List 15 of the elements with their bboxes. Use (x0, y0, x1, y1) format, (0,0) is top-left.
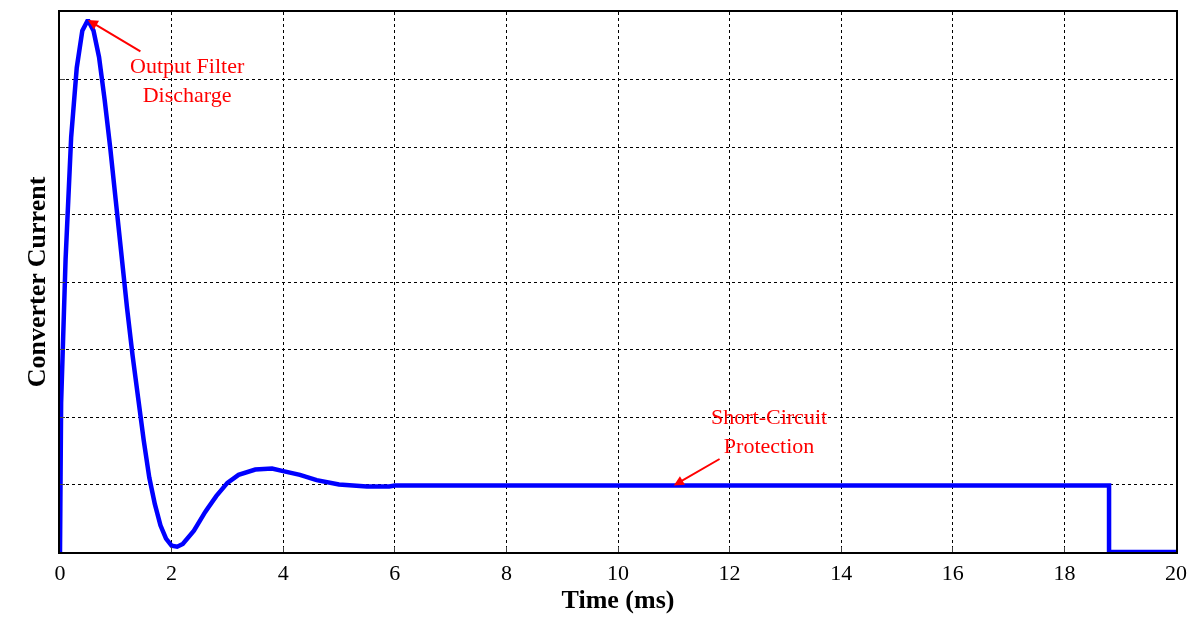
x-tick-label: 10 (607, 560, 629, 586)
annotation: Short-Circuit Protection (711, 404, 828, 458)
x-tick-label: 8 (500, 560, 512, 586)
x-tick-label: 2 (166, 560, 178, 586)
x-tick-label: 18 (1053, 560, 1076, 586)
x-tick-label: 16 (941, 560, 964, 586)
x-axis-title: Time (ms) (561, 585, 675, 615)
x-tick-label: 14 (830, 560, 853, 586)
x-tick-label: 0 (54, 560, 66, 586)
y-axis-title: Converter Current (22, 176, 52, 388)
x-tick-label: 6 (389, 560, 401, 586)
x-tick-label: 12 (718, 560, 741, 586)
x-tick-label: 20 (1165, 560, 1187, 586)
x-tick-label: 4 (277, 560, 289, 586)
annotation: Output Filter Discharge (130, 53, 245, 107)
